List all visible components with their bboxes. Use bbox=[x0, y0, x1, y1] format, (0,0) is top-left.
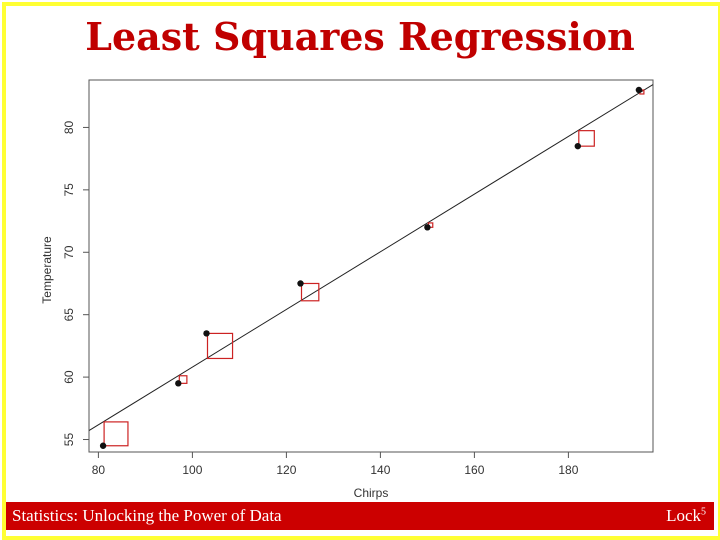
data-point bbox=[203, 330, 210, 337]
plot-frame bbox=[88, 79, 654, 453]
footer-bar bbox=[6, 502, 714, 530]
residual-square bbox=[103, 421, 129, 447]
x-tick-label: 180 bbox=[558, 463, 578, 477]
regression-line bbox=[88, 84, 654, 431]
footer-course-title: Statistics: Unlocking the Power of Data bbox=[12, 506, 282, 525]
x-tick-label: 100 bbox=[182, 463, 202, 477]
y-tick-label: 65 bbox=[62, 308, 76, 322]
data-point bbox=[635, 86, 643, 94]
data-point bbox=[424, 224, 431, 231]
y-tick-label: 55 bbox=[62, 433, 76, 447]
y-tick-label: 60 bbox=[62, 370, 76, 384]
footer-author-superscript: 5 bbox=[701, 506, 706, 518]
residual-square bbox=[178, 375, 188, 384]
x-tick-label: 120 bbox=[276, 463, 296, 477]
x-tick-label: 80 bbox=[92, 463, 106, 477]
data-point bbox=[574, 142, 581, 150]
residual-square bbox=[206, 332, 234, 360]
x-axis-label: Chirps bbox=[354, 486, 389, 500]
scatter-chart: 80 100 120 140 160 180 55 60 65 70 75 80 Chirps Tempe… bbox=[40, 79, 654, 500]
data-point bbox=[175, 380, 182, 387]
x-tick-label: 140 bbox=[370, 463, 390, 477]
data-point bbox=[99, 442, 107, 449]
residual-square bbox=[300, 282, 320, 302]
data-point bbox=[297, 280, 304, 287]
y-tick-label: 70 bbox=[62, 245, 76, 259]
residual-square bbox=[578, 130, 595, 147]
x-tick-label: 160 bbox=[464, 463, 484, 477]
y-tick-label: 75 bbox=[62, 183, 76, 197]
footer-author: Lock5 bbox=[666, 506, 706, 526]
slide-title: Least Squares Regression bbox=[85, 14, 635, 59]
y-axis-label: Temperature bbox=[40, 236, 54, 304]
y-tick-label: 80 bbox=[62, 120, 76, 134]
footer-author-name: Lock bbox=[666, 506, 701, 525]
